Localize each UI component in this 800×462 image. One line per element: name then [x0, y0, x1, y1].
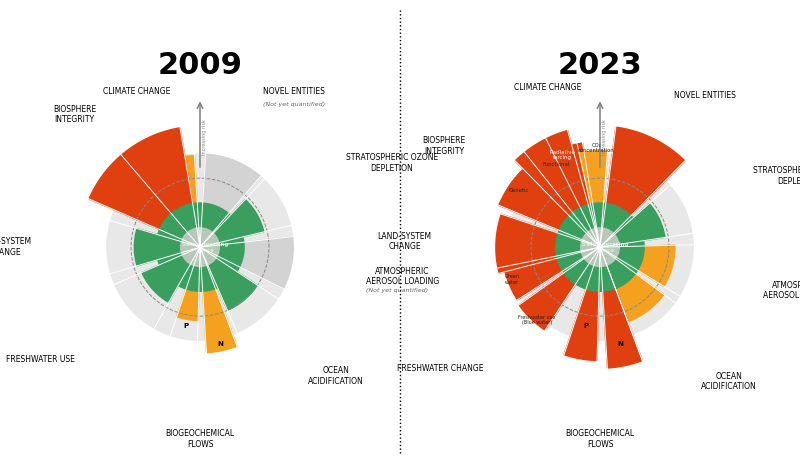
Circle shape	[556, 203, 644, 292]
Text: 2009: 2009	[158, 51, 242, 80]
Polygon shape	[579, 151, 607, 244]
Circle shape	[581, 228, 619, 267]
Text: P: P	[583, 323, 589, 329]
Polygon shape	[564, 250, 600, 360]
Text: ATMOSPHERIC
AEROSOL LOADING: ATMOSPHERIC AEROSOL LOADING	[762, 281, 800, 300]
Polygon shape	[499, 161, 598, 246]
Text: NOVEL ENTITIES: NOVEL ENTITIES	[263, 87, 325, 96]
Text: Increasing risk: Increasing risk	[202, 119, 207, 155]
Polygon shape	[202, 200, 264, 247]
Text: Genetic: Genetic	[509, 188, 529, 193]
Text: FRESHWATER CHANGE: FRESHWATER CHANGE	[397, 364, 483, 373]
Text: Safe operating
space: Safe operating space	[182, 242, 229, 253]
Text: P: P	[183, 323, 189, 329]
Text: N: N	[218, 341, 223, 347]
Polygon shape	[602, 204, 665, 247]
Text: Increasing risk: Increasing risk	[602, 119, 607, 155]
Polygon shape	[200, 154, 261, 245]
Text: LAND-SYSTEM
CHANGE: LAND-SYSTEM CHANGE	[0, 237, 32, 257]
Polygon shape	[89, 128, 199, 246]
Circle shape	[181, 228, 219, 267]
Text: CLIMATE CHANGE: CLIMATE CHANGE	[103, 87, 170, 96]
Text: BIOGEOCHEMICAL
FLOWS: BIOGEOCHEMICAL FLOWS	[166, 429, 234, 449]
Text: BIOSPHERE
INTEGRITY: BIOSPHERE INTEGRITY	[422, 136, 466, 156]
Text: CLIMATE CHANGE: CLIMATE CHANGE	[514, 83, 582, 91]
Text: 2023: 2023	[558, 51, 642, 80]
Circle shape	[156, 203, 244, 292]
Text: (Not yet quantified): (Not yet quantified)	[263, 103, 325, 108]
Text: BIOSPHERE
INTEGRITY: BIOSPHERE INTEGRITY	[53, 105, 96, 124]
Text: N: N	[618, 341, 623, 347]
Text: Freshwater use
(Blue water): Freshwater use (Blue water)	[518, 315, 555, 325]
Polygon shape	[519, 249, 598, 330]
Text: NOVEL ENTITIES: NOVEL ENTITIES	[674, 91, 736, 100]
Text: Safe operating
space: Safe operating space	[582, 242, 629, 253]
Text: OCEAN
ACIDIFICATION: OCEAN ACIDIFICATION	[308, 366, 364, 386]
Circle shape	[107, 154, 293, 340]
Text: FRESHWATER USE: FRESHWATER USE	[6, 355, 75, 364]
Polygon shape	[602, 245, 675, 286]
Text: (Not yet quantified): (Not yet quantified)	[366, 288, 428, 293]
Text: Radiative
forcing: Radiative forcing	[550, 150, 576, 160]
Text: STRATOSPHERIC OZONE
DEPLETION: STRATOSPHERIC OZONE DEPLETION	[753, 166, 800, 186]
Polygon shape	[142, 248, 198, 302]
Text: Functional: Functional	[542, 162, 570, 167]
Polygon shape	[600, 127, 685, 245]
Polygon shape	[200, 250, 237, 353]
Polygon shape	[201, 249, 258, 310]
Text: STRATOSPHERIC OZONE
DEPLETION: STRATOSPHERIC OZONE DEPLETION	[346, 153, 438, 173]
Polygon shape	[140, 156, 200, 245]
Polygon shape	[504, 248, 598, 300]
Polygon shape	[496, 214, 598, 273]
Text: BIOGEOCHEMICAL
FLOWS: BIOGEOCHEMICAL FLOWS	[566, 429, 634, 449]
Text: OCEAN
ACIDIFICATION: OCEAN ACIDIFICATION	[702, 372, 757, 391]
Polygon shape	[553, 143, 599, 245]
Polygon shape	[202, 237, 293, 289]
Text: Green
water: Green water	[505, 274, 519, 285]
Text: ATMOSPHERIC
AEROSOL LOADING: ATMOSPHERIC AEROSOL LOADING	[366, 267, 439, 286]
Text: LAND-SYSTEM
CHANGE: LAND-SYSTEM CHANGE	[378, 231, 432, 251]
Polygon shape	[177, 250, 200, 321]
Polygon shape	[134, 229, 198, 266]
Polygon shape	[601, 249, 664, 322]
Polygon shape	[600, 250, 642, 368]
Polygon shape	[515, 131, 599, 245]
Circle shape	[507, 154, 693, 340]
Text: CO₂
concentration: CO₂ concentration	[578, 142, 615, 153]
